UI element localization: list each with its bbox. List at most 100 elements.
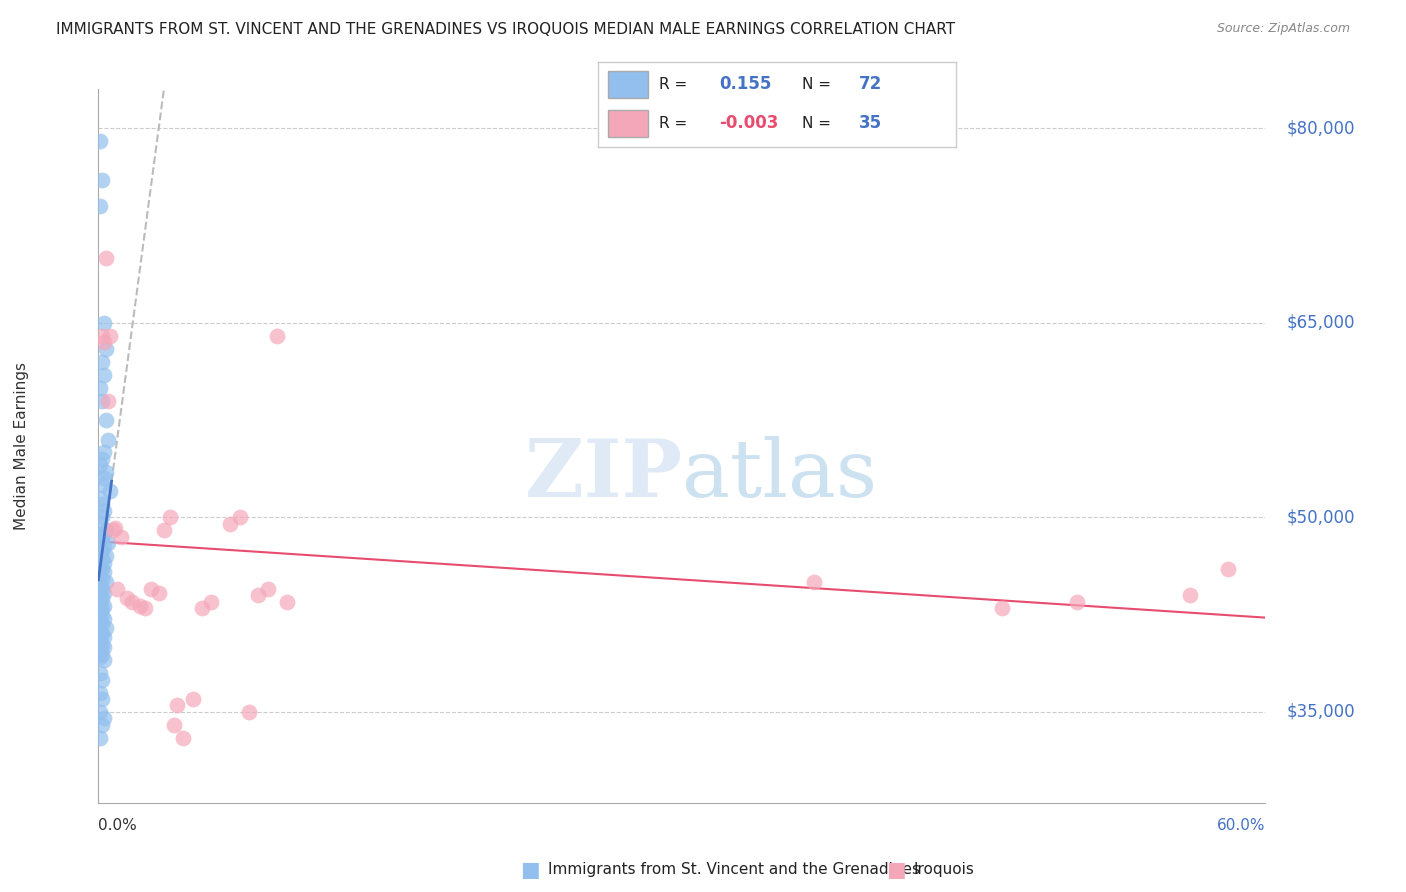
Point [89, 614, 111, 628]
Point [89, 516, 111, 531]
Point [91, 573, 114, 587]
Point [94, 342, 117, 356]
Point [91, 582, 114, 596]
Text: atlas: atlas [682, 435, 877, 514]
Point [94, 549, 117, 564]
Text: $80,000: $80,000 [1286, 120, 1355, 137]
Point [276, 595, 298, 609]
Point [1178, 588, 1201, 602]
FancyBboxPatch shape [609, 71, 648, 98]
Point [172, 731, 194, 745]
Point [89, 633, 111, 648]
Point [91, 552, 114, 566]
Point [93, 653, 115, 667]
Text: $35,000: $35,000 [1286, 703, 1355, 721]
Point [93, 599, 115, 613]
Text: R =: R = [658, 116, 692, 131]
Point [89, 642, 111, 657]
Point [104, 521, 127, 535]
Point [91, 616, 114, 631]
FancyBboxPatch shape [609, 110, 648, 137]
Point [94, 465, 117, 479]
Point [97, 536, 120, 550]
Point [93, 316, 115, 330]
Point [98, 484, 121, 499]
Point [153, 524, 176, 538]
Text: 72: 72 [859, 76, 883, 94]
Point [89, 604, 111, 618]
Point [97, 433, 120, 447]
Point [228, 510, 250, 524]
Point [91, 673, 114, 687]
Point [93, 471, 115, 485]
Point [91, 478, 114, 492]
Point [91, 562, 114, 576]
Point [89, 458, 111, 473]
Point [115, 591, 138, 605]
Point [94, 413, 117, 427]
Point [139, 582, 162, 596]
Point [134, 601, 156, 615]
Point [166, 698, 188, 713]
Point [91, 452, 114, 467]
Point [94, 575, 117, 590]
Point [91, 393, 114, 408]
Point [91, 497, 114, 511]
Point [93, 335, 115, 350]
Point [89, 650, 111, 665]
Point [256, 582, 278, 596]
Point [94, 524, 117, 538]
Point [1066, 595, 1088, 609]
Point [93, 445, 115, 459]
Point [247, 588, 270, 602]
Text: $65,000: $65,000 [1286, 314, 1355, 332]
Point [91, 354, 114, 368]
Text: N =: N = [801, 77, 835, 92]
Point [89, 533, 111, 548]
Point [191, 601, 214, 615]
Point [93, 525, 115, 540]
Point [93, 611, 115, 625]
Point [93, 711, 115, 725]
Point [91, 328, 114, 343]
Point [89, 595, 111, 609]
Point [91, 542, 114, 557]
Point [121, 595, 143, 609]
Point [89, 134, 111, 148]
Point [93, 504, 115, 518]
Point [91, 647, 114, 661]
Point [181, 692, 204, 706]
Point [89, 685, 111, 699]
Point [110, 530, 132, 544]
Point [89, 199, 111, 213]
Point [89, 568, 111, 582]
Point [91, 530, 114, 544]
Point [89, 558, 111, 573]
Point [91, 591, 114, 605]
Text: N =: N = [801, 116, 835, 131]
Point [128, 599, 150, 613]
Point [91, 692, 114, 706]
Point [89, 731, 111, 745]
Point [219, 516, 242, 531]
Point [91, 601, 114, 615]
Text: $50,000: $50,000 [1286, 508, 1355, 526]
Point [163, 718, 186, 732]
Text: 35: 35 [859, 114, 883, 132]
Text: Immigrants from St. Vincent and the Grenadines: Immigrants from St. Vincent and the Gren… [548, 863, 921, 877]
Point [89, 666, 111, 681]
Point [148, 585, 170, 599]
Point [97, 393, 120, 408]
Text: ■: ■ [886, 860, 905, 880]
Text: ZIP: ZIP [524, 435, 682, 514]
Point [89, 491, 111, 505]
Text: 0.155: 0.155 [720, 76, 772, 94]
Point [93, 640, 115, 654]
Point [200, 595, 222, 609]
Point [159, 510, 181, 524]
Point [91, 173, 114, 187]
Text: -0.003: -0.003 [720, 114, 779, 132]
Text: Median Male Earnings: Median Male Earnings [14, 362, 28, 530]
Point [93, 585, 115, 599]
Point [94, 251, 117, 265]
